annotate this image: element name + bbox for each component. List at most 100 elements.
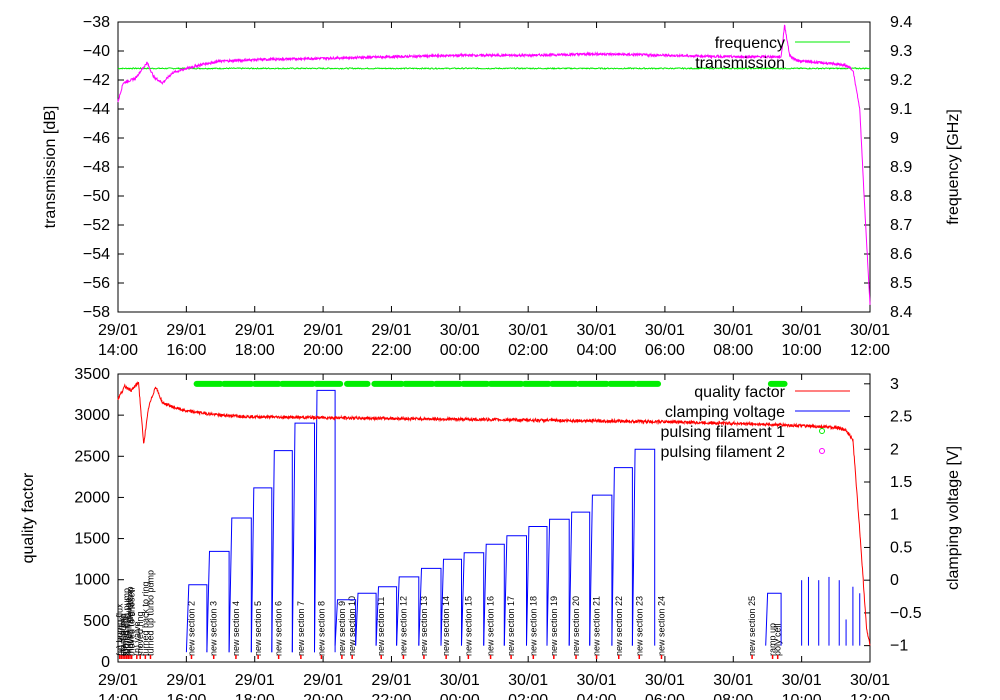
x-tick-label-date: 30/01 [508,672,548,689]
y2-tick-label: −0.5 [890,605,922,622]
y2-tick-label: 9.4 [890,14,912,31]
x-tick-label-date: 30/01 [782,322,822,339]
transmission-line [117,24,871,305]
x-tick-label-time: 18:00 [235,692,275,700]
clamping-voltage-ramp [418,567,442,646]
clamping-voltage-ramp [546,518,570,646]
legend-label-pulsing-filament-2: pulsing filament 2 [660,444,785,461]
y-tick-label: −54 [83,246,110,263]
top-y-axis-label: transmission [dB] [42,106,59,229]
clamping-voltage-ramp [503,535,527,646]
legend-label-quality-factor: quality factor [694,384,785,401]
y2-tick-label: 8.9 [890,159,912,176]
y2-tick-label: 0 [890,572,899,589]
bottom-series [117,380,871,653]
legend-label-clamping-voltage: clamping voltage [665,404,785,421]
x-tick-label-time: 12:00 [850,692,890,700]
x-tick-label-date: 29/01 [98,322,138,339]
y-tick-label: −40 [83,43,110,60]
x-tick-label-time: 00:00 [440,342,480,359]
quality-factor-line [117,381,871,646]
x-tick-label-time: 14:00 [98,342,138,359]
y2-tick-label: 8.5 [890,275,912,292]
x-tick-label-date: 30/01 [782,672,822,689]
y2-tick-label: 9.2 [890,72,912,89]
section-annotation: new section 4 [231,601,241,656]
y-tick-label: 1000 [74,572,110,589]
section-annotation: new section 9 [337,601,347,656]
section-annotation: new section 15 [463,596,473,656]
y2-tick-label: 8.7 [890,217,912,234]
section-annotation: start pump [118,613,128,656]
x-tick-label-time: 22:00 [371,692,411,700]
frequency-line [117,66,871,70]
section-annotation: new section 5 [253,601,263,656]
clamping-voltage-ramp [568,511,591,646]
x-tick-label-time: 04:00 [577,342,617,359]
clamping-voltage-ramp [355,592,377,646]
bottom-legend: quality factor clamping voltage pulsing … [660,384,850,461]
clamping-voltage-ramp [526,526,548,646]
y2-tick-label: 9 [890,130,899,147]
x-tick-label-time: 22:00 [371,342,411,359]
section-annotation: turned up turbo pump [146,570,156,656]
section-annotation: new section 18 [528,596,538,656]
legend-swatch-pulsing-filament-1 [819,428,825,434]
section-annotation: new section 6 [274,601,284,656]
section-annotation: new section 2 [187,601,197,656]
y-tick-label: 1500 [74,531,110,548]
section-annotation: ramp up [768,623,778,656]
section-annotation: turned back to ring [140,581,150,656]
legend-swatch-pulsing-filament-2 [819,448,825,454]
section-annotation: new section 14 [441,596,451,656]
clamping-voltage-ramp [611,467,633,646]
section-annotation: (o) startup [116,615,126,656]
y2-tick-label: 8.6 [890,246,912,263]
clamping-voltage-ramp [291,422,315,653]
section-annotation: new section 17 [506,596,516,656]
x-tick-label-date: 29/01 [371,672,411,689]
clamping-voltage-ramp [631,448,656,646]
x-tick-label-date: 30/01 [508,322,548,339]
y-tick-label: −38 [83,14,110,31]
x-tick-label-date: 30/01 [645,672,685,689]
x-tick-label-date: 29/01 [235,322,275,339]
x-tick-label-time: 04:00 [577,692,617,700]
quality-clamping-panel: 0 500 1000 1500 2000 2500 3000 3500 −1 −0.5 0 0.5 1… [20,366,962,700]
y-tick-label: −56 [83,275,110,292]
y2-tick-label: 2 [890,441,899,458]
y-tick-label: 0 [101,654,110,671]
bottom-plot-frame [117,373,871,663]
section-annotation: moved ring [135,611,145,656]
section-annotation: moved to chosen [127,587,137,656]
clamping-voltage-ramp [396,576,420,646]
y2-tick-label: 3 [890,376,899,393]
y-tick-label: 500 [83,613,110,630]
clamping-voltage-ramp [185,584,208,653]
section-annotation: poly cell [773,623,783,656]
section-annotation: new section 3 [209,601,219,656]
section-annotation: moved ring pump [125,586,135,656]
x-tick-label-time: 10:00 [782,692,822,700]
x-tick-label-date: 29/01 [166,672,206,689]
x-tick-label-date: 30/01 [577,322,617,339]
section-annotation: new section 11 [376,597,386,656]
section-annotation: new section 7 [296,601,306,656]
x-tick-label-date: 30/01 [440,322,480,339]
x-tick-label-date: 29/01 [371,322,411,339]
x-tick-label-time: 06:00 [645,342,685,359]
bottom-y-axis-label: quality factor [20,472,37,563]
y2-tick-label: 2.5 [890,409,912,426]
bottom-right-y-ticks: −1 −0.5 0 0.5 1 1.5 2 2.5 3 [864,376,922,655]
section-annotation: new section 19 [549,596,559,656]
x-tick-label-time: 02:00 [508,342,548,359]
x-tick-label-time: 02:00 [508,692,548,700]
x-tick-label-time: 20:00 [303,692,343,700]
y2-tick-label: 1.5 [890,474,912,491]
legend-label-pulsing-filament-1: pulsing filament 1 [660,424,785,441]
transmission-frequency-panel: −58 −56 −54 −52 −50 −48 −46 −44 −42 −40 −38 8.4 8.5… [42,14,962,359]
y2-tick-label: 8.4 [890,304,912,321]
x-tick-label-date: 29/01 [235,672,275,689]
y2-tick-label: 9.3 [890,43,912,60]
